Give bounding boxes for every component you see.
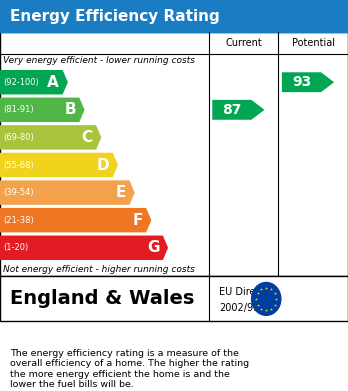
Text: 2002/91/EC: 2002/91/EC xyxy=(219,303,276,313)
Text: (81-91): (81-91) xyxy=(3,105,34,114)
Text: (39-54): (39-54) xyxy=(3,188,34,197)
Text: Current: Current xyxy=(225,38,262,48)
Text: (69-80): (69-80) xyxy=(3,133,34,142)
Text: 87: 87 xyxy=(222,103,242,117)
Text: C: C xyxy=(81,130,93,145)
Text: F: F xyxy=(132,213,143,228)
Text: B: B xyxy=(64,102,76,117)
Text: England & Wales: England & Wales xyxy=(10,289,195,308)
Text: G: G xyxy=(147,240,159,255)
Text: (1-20): (1-20) xyxy=(3,243,29,252)
Text: 93: 93 xyxy=(292,75,311,89)
Polygon shape xyxy=(0,153,118,177)
Polygon shape xyxy=(0,208,151,232)
Text: (55-68): (55-68) xyxy=(3,160,34,170)
Polygon shape xyxy=(0,235,168,260)
Polygon shape xyxy=(282,72,334,92)
Bar xyxy=(0,276,348,321)
Polygon shape xyxy=(0,125,101,150)
Text: (92-100): (92-100) xyxy=(3,78,39,87)
Bar xyxy=(0,32,348,276)
Text: E: E xyxy=(116,185,126,200)
Polygon shape xyxy=(0,180,135,205)
Text: Very energy efficient - lower running costs: Very energy efficient - lower running co… xyxy=(3,56,196,66)
Text: Potential: Potential xyxy=(292,38,335,48)
Text: A: A xyxy=(47,75,59,90)
Text: The energy efficiency rating is a measure of the
overall efficiency of a home. T: The energy efficiency rating is a measur… xyxy=(10,349,250,389)
Bar xyxy=(0,0,348,32)
Polygon shape xyxy=(0,98,85,122)
Polygon shape xyxy=(0,70,68,95)
Text: EU Directive: EU Directive xyxy=(219,287,279,297)
Text: Not energy efficient - higher running costs: Not energy efficient - higher running co… xyxy=(3,264,195,274)
Text: (21-38): (21-38) xyxy=(3,216,34,225)
Polygon shape xyxy=(212,100,264,120)
Text: Energy Efficiency Rating: Energy Efficiency Rating xyxy=(10,9,220,23)
Text: D: D xyxy=(97,158,109,172)
Circle shape xyxy=(252,282,281,315)
